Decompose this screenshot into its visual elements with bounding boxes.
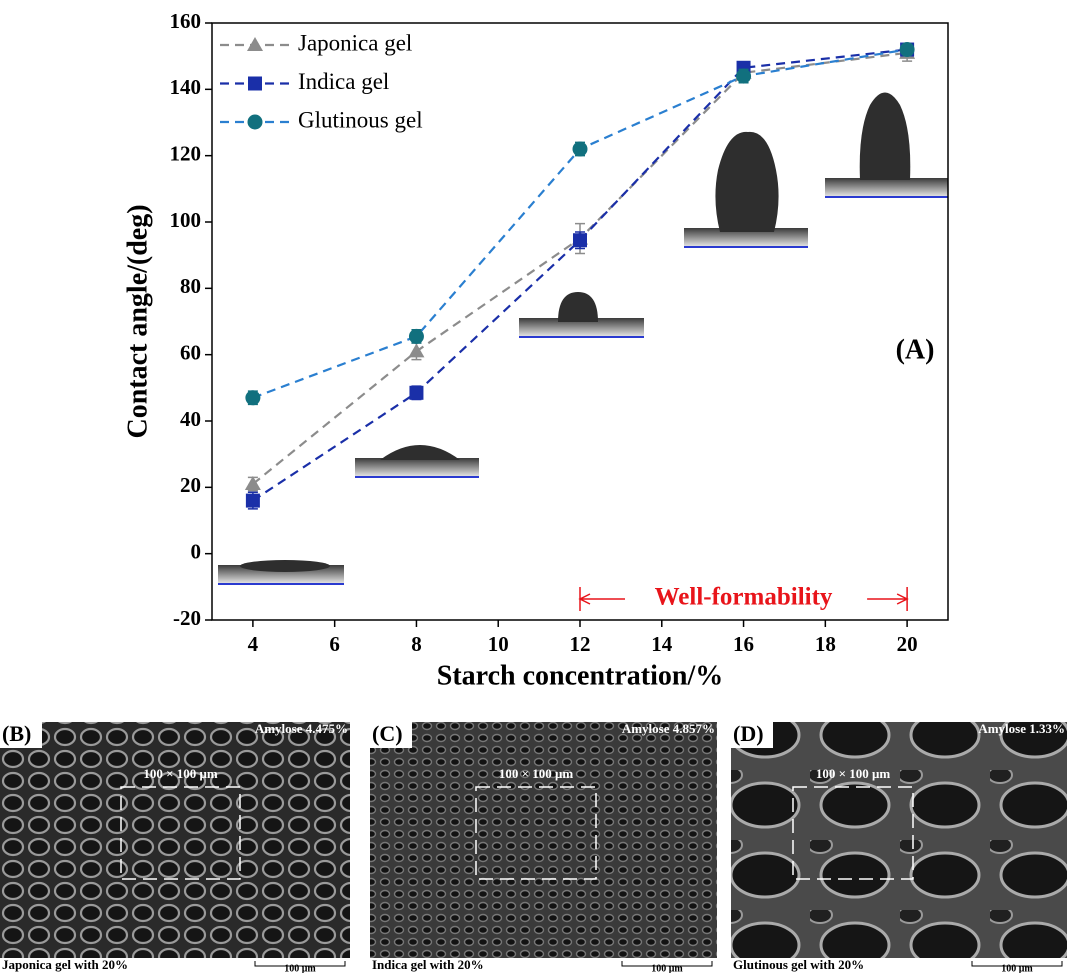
legend-marker (247, 114, 263, 130)
y-tick-label: -20 (173, 606, 201, 630)
roi-label: 100 × 100 μm (816, 766, 891, 781)
annotation-text: Well-formability (655, 584, 833, 611)
x-tick-label: 6 (329, 632, 340, 656)
droplet-images (218, 92, 948, 585)
legend-marker (247, 37, 263, 51)
caption-bar (0, 958, 350, 973)
x-tick-label: 12 (570, 632, 591, 656)
marker (572, 141, 588, 157)
sem-image (370, 722, 717, 958)
y-tick-label: 40 (180, 407, 201, 431)
x-tick-label: 4 (248, 632, 259, 656)
marker (245, 493, 260, 508)
panel-label: (B) (2, 721, 31, 746)
scale-label: 100 μm (651, 963, 683, 973)
marker (408, 328, 424, 344)
roi-box (792, 786, 914, 880)
sem-image (731, 722, 1067, 958)
x-tick-label: 18 (815, 632, 836, 656)
caption: Indica gel with 20% (372, 957, 484, 972)
label-box (731, 722, 773, 748)
marker (573, 233, 587, 248)
roi-label: 100 × 100 μm (143, 766, 218, 781)
x-tick-label: 16 (733, 632, 754, 656)
legend-label: Japonica gel (298, 30, 412, 55)
marker (736, 68, 752, 84)
scale-bar (254, 961, 346, 967)
x-tick-label: 20 (897, 632, 918, 656)
marker (245, 390, 261, 406)
legend-marker (248, 76, 262, 91)
caption: Glutinous gel with 20% (733, 957, 864, 972)
scale-bar (621, 961, 713, 967)
amylose-label: Amylose 1.33% (978, 721, 1065, 736)
amylose-label: Amylose 4.857% (622, 721, 715, 736)
panel-label: (C) (372, 721, 403, 746)
y-tick-label: 140 (170, 75, 202, 99)
y-tick-label: 20 (180, 473, 201, 497)
marker (408, 343, 425, 358)
sem-image (0, 722, 350, 958)
caption-bar (370, 958, 717, 973)
roi-box (475, 786, 597, 880)
x-tick-label: 14 (651, 632, 673, 656)
panel-label: (D) (733, 721, 764, 746)
caption-bar (731, 958, 1067, 973)
y-tick-label: 120 (170, 141, 202, 165)
y-tick-label: 80 (180, 274, 201, 298)
x-axis-label: Starch concentration/% (437, 660, 723, 691)
amylose-label: Amylose 4.475% (255, 721, 348, 736)
x-tick-label: 10 (488, 632, 509, 656)
y-axis-label: Contact angle/(deg) (122, 204, 153, 438)
caption: Japonica gel with 20% (2, 957, 128, 972)
annotation-arrow (578, 593, 909, 605)
legend-label: Indica gel (298, 69, 389, 94)
marker (409, 385, 424, 400)
label-box (370, 722, 412, 748)
x-tick-label: 8 (411, 632, 422, 656)
panel-label: (A) (896, 334, 935, 365)
roi-label: 100 × 100 μm (499, 766, 574, 781)
series-line (252, 48, 908, 502)
y-tick-label: 60 (180, 340, 201, 364)
scale-label: 100 μm (1001, 963, 1033, 973)
y-tick-label: 0 (191, 539, 202, 563)
y-tick-label: 160 (170, 9, 202, 33)
marker (244, 476, 261, 491)
scale-label: 100 μm (284, 963, 316, 973)
legend-label: Glutinous gel (298, 107, 423, 132)
marker (899, 42, 915, 58)
y-tick-label: 100 (170, 208, 202, 232)
scale-bar (971, 961, 1063, 967)
label-box (0, 722, 42, 748)
